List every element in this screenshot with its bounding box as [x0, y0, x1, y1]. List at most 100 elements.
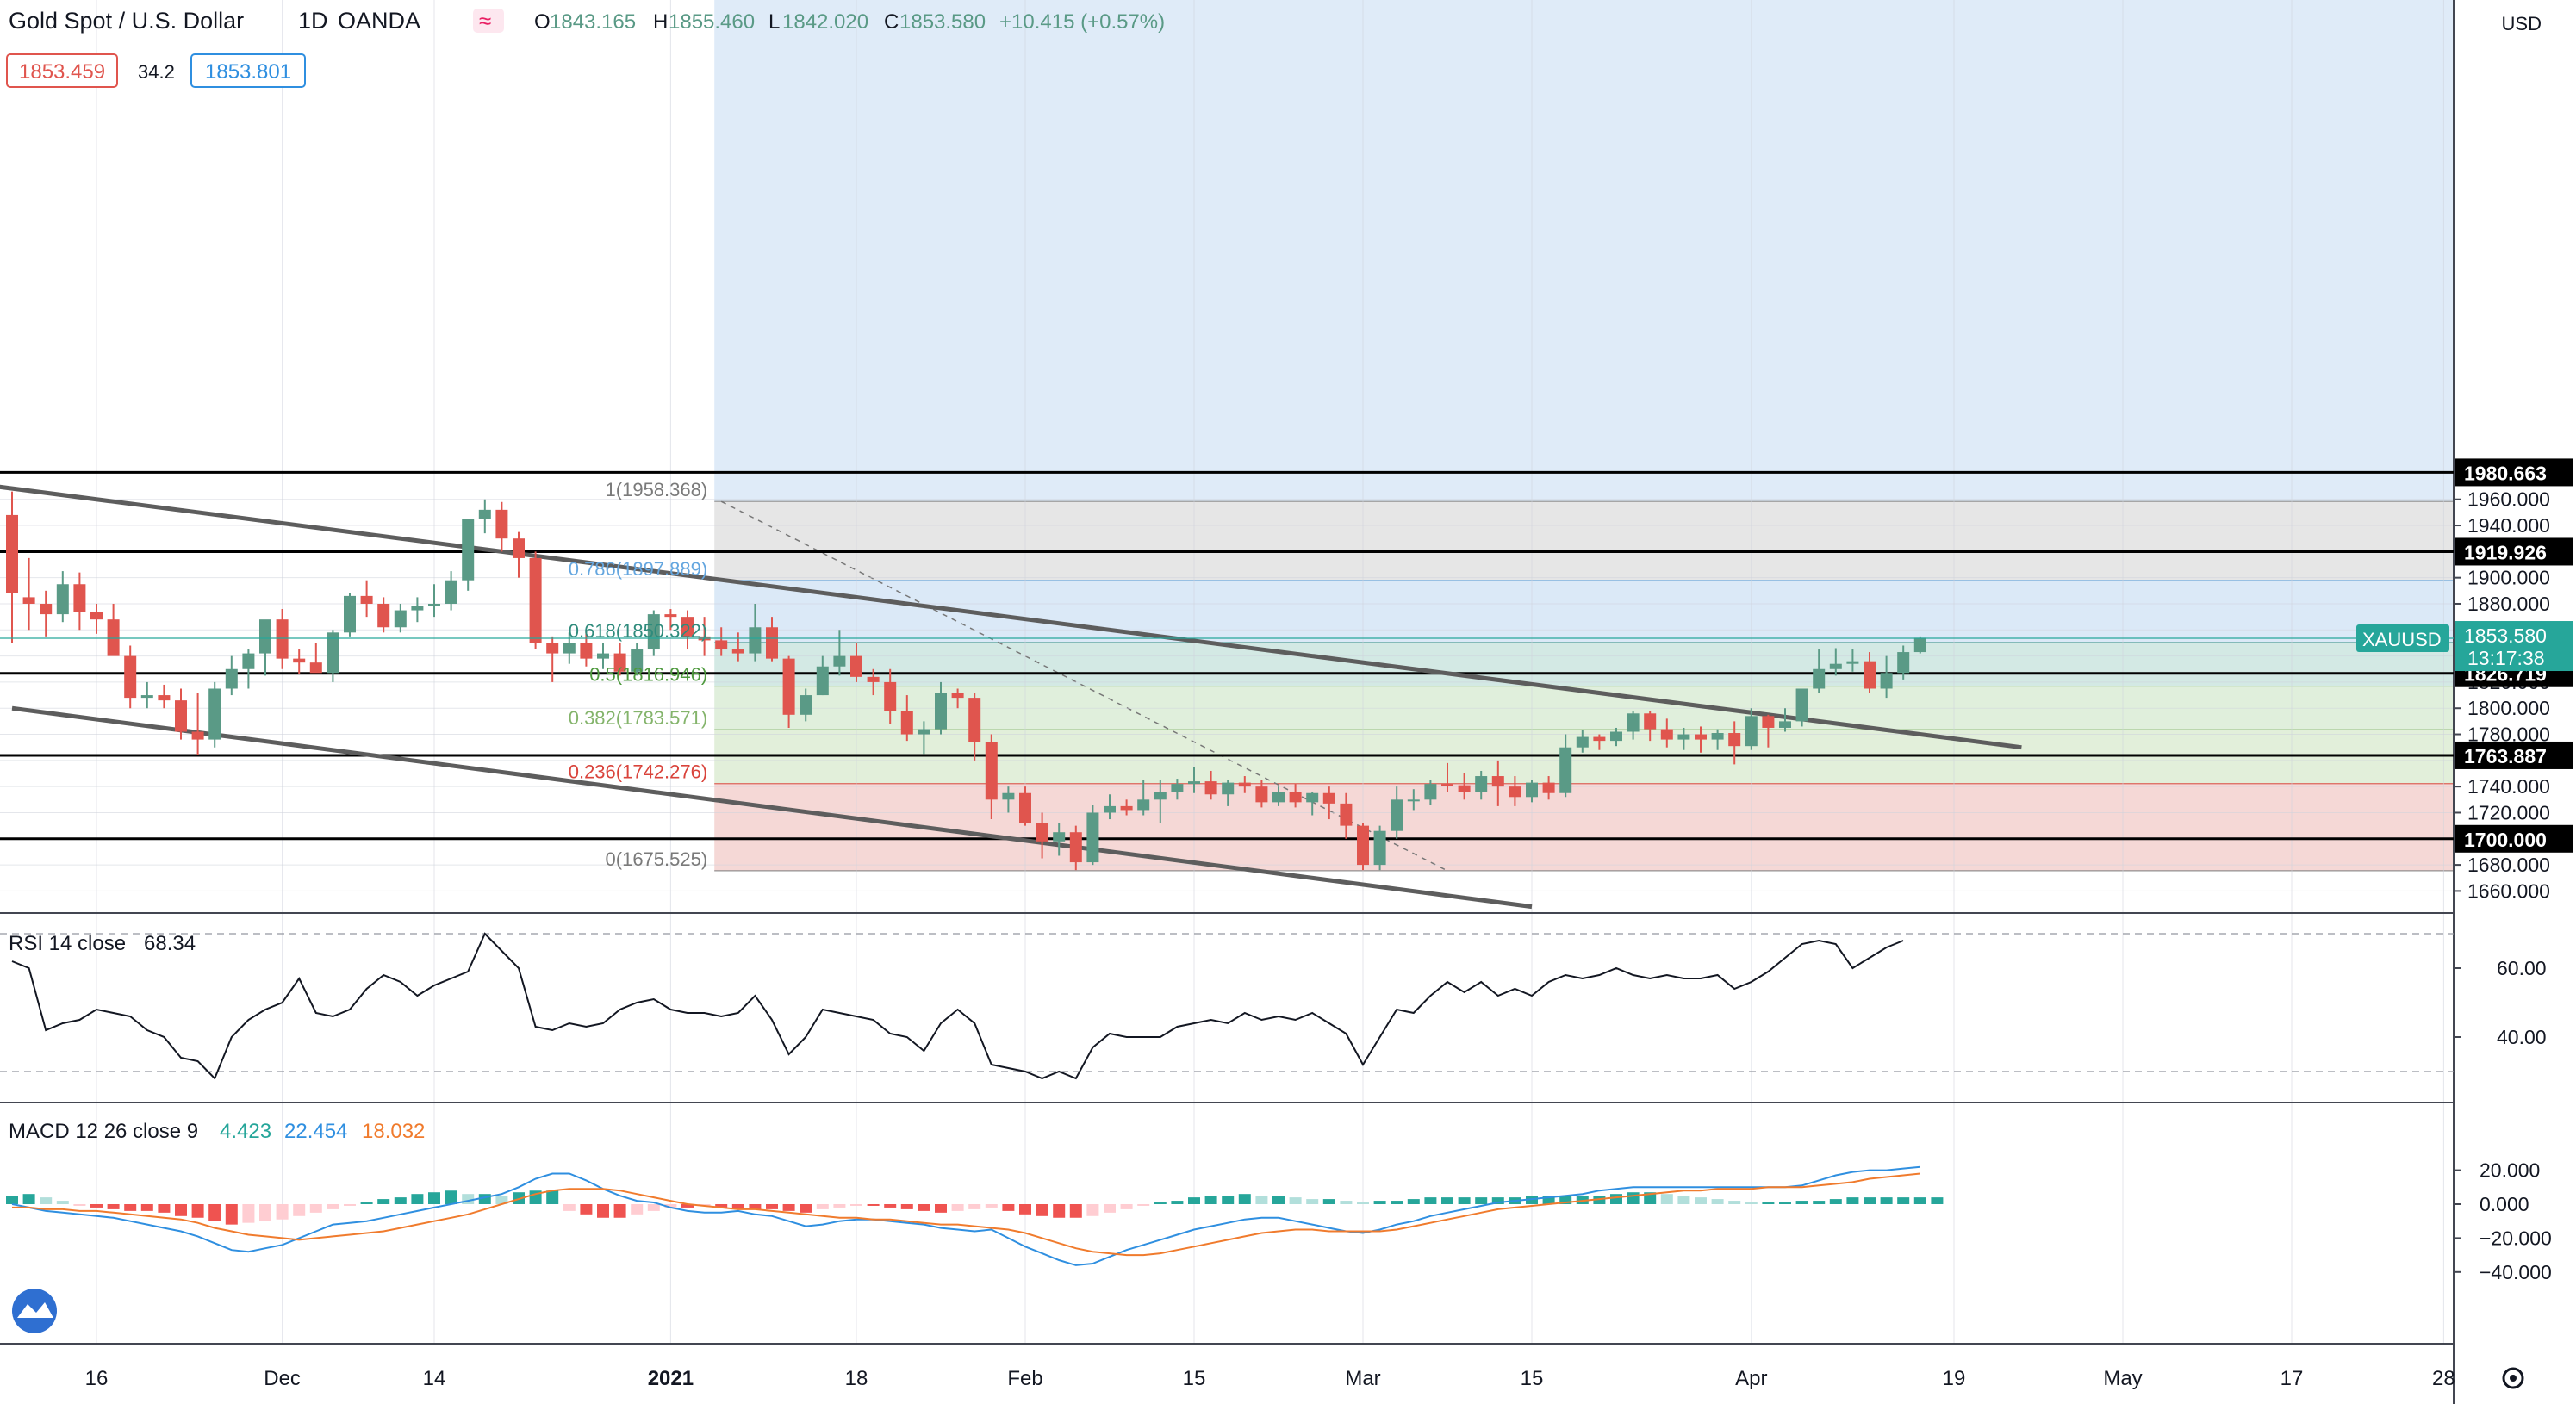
- rsi-tick-label: 40.00: [2497, 1026, 2547, 1048]
- spread-value: 34.2: [138, 61, 175, 83]
- logo-mountain-icon: [17, 1302, 53, 1318]
- macd-histogram-bar: [1188, 1197, 1200, 1204]
- macd-histogram-bar: [90, 1204, 103, 1208]
- macd-histogram-bar: [1137, 1204, 1150, 1206]
- candle-body: [1913, 637, 1926, 653]
- interval-label[interactable]: 1D: [298, 8, 328, 34]
- macd-histogram-bar: [613, 1204, 626, 1218]
- macd-histogram-bar: [1222, 1196, 1235, 1204]
- axis-currency-label[interactable]: USD: [2502, 13, 2542, 34]
- candle-body: [647, 614, 660, 650]
- last-price-tag-bg[interactable]: [2455, 621, 2573, 672]
- candle-body: [1424, 784, 1437, 800]
- macd-histogram-bar: [664, 1204, 677, 1208]
- level-price-tag-bg[interactable]: [2455, 824, 2573, 853]
- level-price-tag-bg[interactable]: [2455, 741, 2573, 769]
- macd-histogram-bar: [1931, 1197, 1944, 1204]
- fib-level-label-1: 1(1958.368): [606, 479, 708, 500]
- level-price-tag[interactable]: 1763.887: [2464, 745, 2547, 767]
- macd-histogram-bar: [1880, 1197, 1893, 1204]
- candle-body: [445, 580, 457, 604]
- compare-icon-bg[interactable]: [473, 9, 504, 33]
- channel-trendline-1[interactable]: [11, 705, 1533, 910]
- buy-price-box[interactable]: [190, 53, 306, 88]
- fibonacci-retracement[interactable]: [714, 0, 2455, 872]
- time-tick-label: 15: [1183, 1367, 1206, 1390]
- macd-histogram-bar: [394, 1197, 407, 1204]
- compare-icon[interactable]: ≈: [479, 8, 491, 34]
- trendlines[interactable]: [0, 484, 2022, 910]
- candle-body: [1357, 825, 1369, 866]
- symbol-title[interactable]: Gold Spot / U.S. Dollar: [9, 8, 244, 34]
- candle-body: [208, 688, 221, 740]
- candle-body: [1204, 781, 1217, 795]
- horizontal-levels[interactable]: [0, 470, 2454, 841]
- candle-body: [749, 627, 762, 654]
- rsi-value: 68.34: [144, 932, 196, 955]
- last-price-value[interactable]: 1853.580: [2464, 624, 2547, 647]
- ohlc-close-value: 1853.580: [899, 10, 986, 34]
- macd-histogram-bar: [563, 1204, 576, 1211]
- candle-body: [309, 662, 322, 674]
- candle-body: [816, 666, 829, 696]
- candle-body: [259, 619, 271, 654]
- exchange-label: OANDA: [338, 8, 420, 34]
- macd-histogram-bar: [1306, 1199, 1319, 1204]
- fib-band-0.236: [714, 783, 2455, 871]
- level-price-tag-bg[interactable]: [2455, 537, 2573, 566]
- candle-body: [681, 617, 694, 637]
- level-price-tag-bg[interactable]: [2455, 458, 2573, 487]
- sell-price-box[interactable]: [6, 53, 118, 88]
- candle-body: [1491, 776, 1504, 787]
- time-axis[interactable]: 16 Dec 14 2021 18 Feb 15 Mar 15 Apr 19 May 17 28: [85, 1367, 2455, 1390]
- candle-body: [1104, 805, 1116, 813]
- candle-body: [513, 538, 525, 558]
- macd-histogram-bar: [495, 1196, 508, 1204]
- macd-title[interactable]: MACD 12 26 close 9: [9, 1120, 198, 1143]
- candle-body: [884, 681, 897, 711]
- candle-body: [546, 643, 559, 654]
- candle-body: [1255, 786, 1268, 803]
- time-tick-label: Dec: [264, 1367, 301, 1390]
- bid-ask-widget[interactable]: 1853.459 34.2 1853.801: [6, 53, 306, 88]
- level-price-tag[interactable]: 1700.000: [2464, 829, 2547, 851]
- time-tick-label: 19: [1943, 1367, 1966, 1390]
- candle-body: [951, 693, 964, 699]
- settings-gear-icon[interactable]: [2502, 1367, 2524, 1389]
- candle-body: [1188, 781, 1200, 785]
- buy-price[interactable]: 1853.801: [205, 60, 291, 84]
- ohlc-change-value: +10.415 (+0.57%): [999, 10, 1165, 34]
- price-tick-label: 1940.000: [2467, 514, 2550, 537]
- macd-histogram-bar: [1458, 1197, 1471, 1204]
- candle-body: [1526, 782, 1538, 798]
- time-tick-label: 14: [423, 1367, 446, 1390]
- macd-histogram-bar: [1695, 1197, 1707, 1204]
- time-tick-label: 28: [2432, 1367, 2455, 1390]
- sell-price[interactable]: 1853.459: [19, 60, 105, 84]
- level-price-tag[interactable]: 1980.663: [2464, 462, 2547, 484]
- candle-body: [293, 658, 306, 663]
- candle-body: [1695, 734, 1707, 740]
- macd-histogram-bar: [360, 1202, 373, 1204]
- symbol-tag[interactable]: XAUUSD: [2362, 629, 2442, 650]
- macd-histogram-bar: [1238, 1194, 1251, 1204]
- macd-histogram-bar: [1441, 1197, 1453, 1204]
- symbol-tag-bg[interactable]: [2356, 624, 2449, 653]
- macd-histogram-bar: [715, 1204, 728, 1208]
- channel-trendline-0[interactable]: [0, 484, 2022, 750]
- candle-body: [563, 643, 576, 654]
- candle-body: [428, 603, 440, 607]
- level-price-tag[interactable]: 1919.926: [2464, 541, 2547, 563]
- macd-histogram-bar: [1171, 1201, 1184, 1204]
- candlestick-series: [6, 491, 1926, 871]
- price-tick-label: 1880.000: [2467, 593, 2550, 615]
- macd-histogram-bar: [22, 1194, 35, 1204]
- time-tick-label: 2021: [648, 1367, 694, 1390]
- tradingview-logo[interactable]: [12, 1289, 57, 1333]
- macd-histogram-bar: [6, 1196, 18, 1204]
- fib-trend-dashed-line[interactable]: [720, 500, 1448, 872]
- macd-histogram-bar: [1913, 1197, 1926, 1204]
- rsi-title[interactable]: RSI 14 close: [9, 932, 126, 955]
